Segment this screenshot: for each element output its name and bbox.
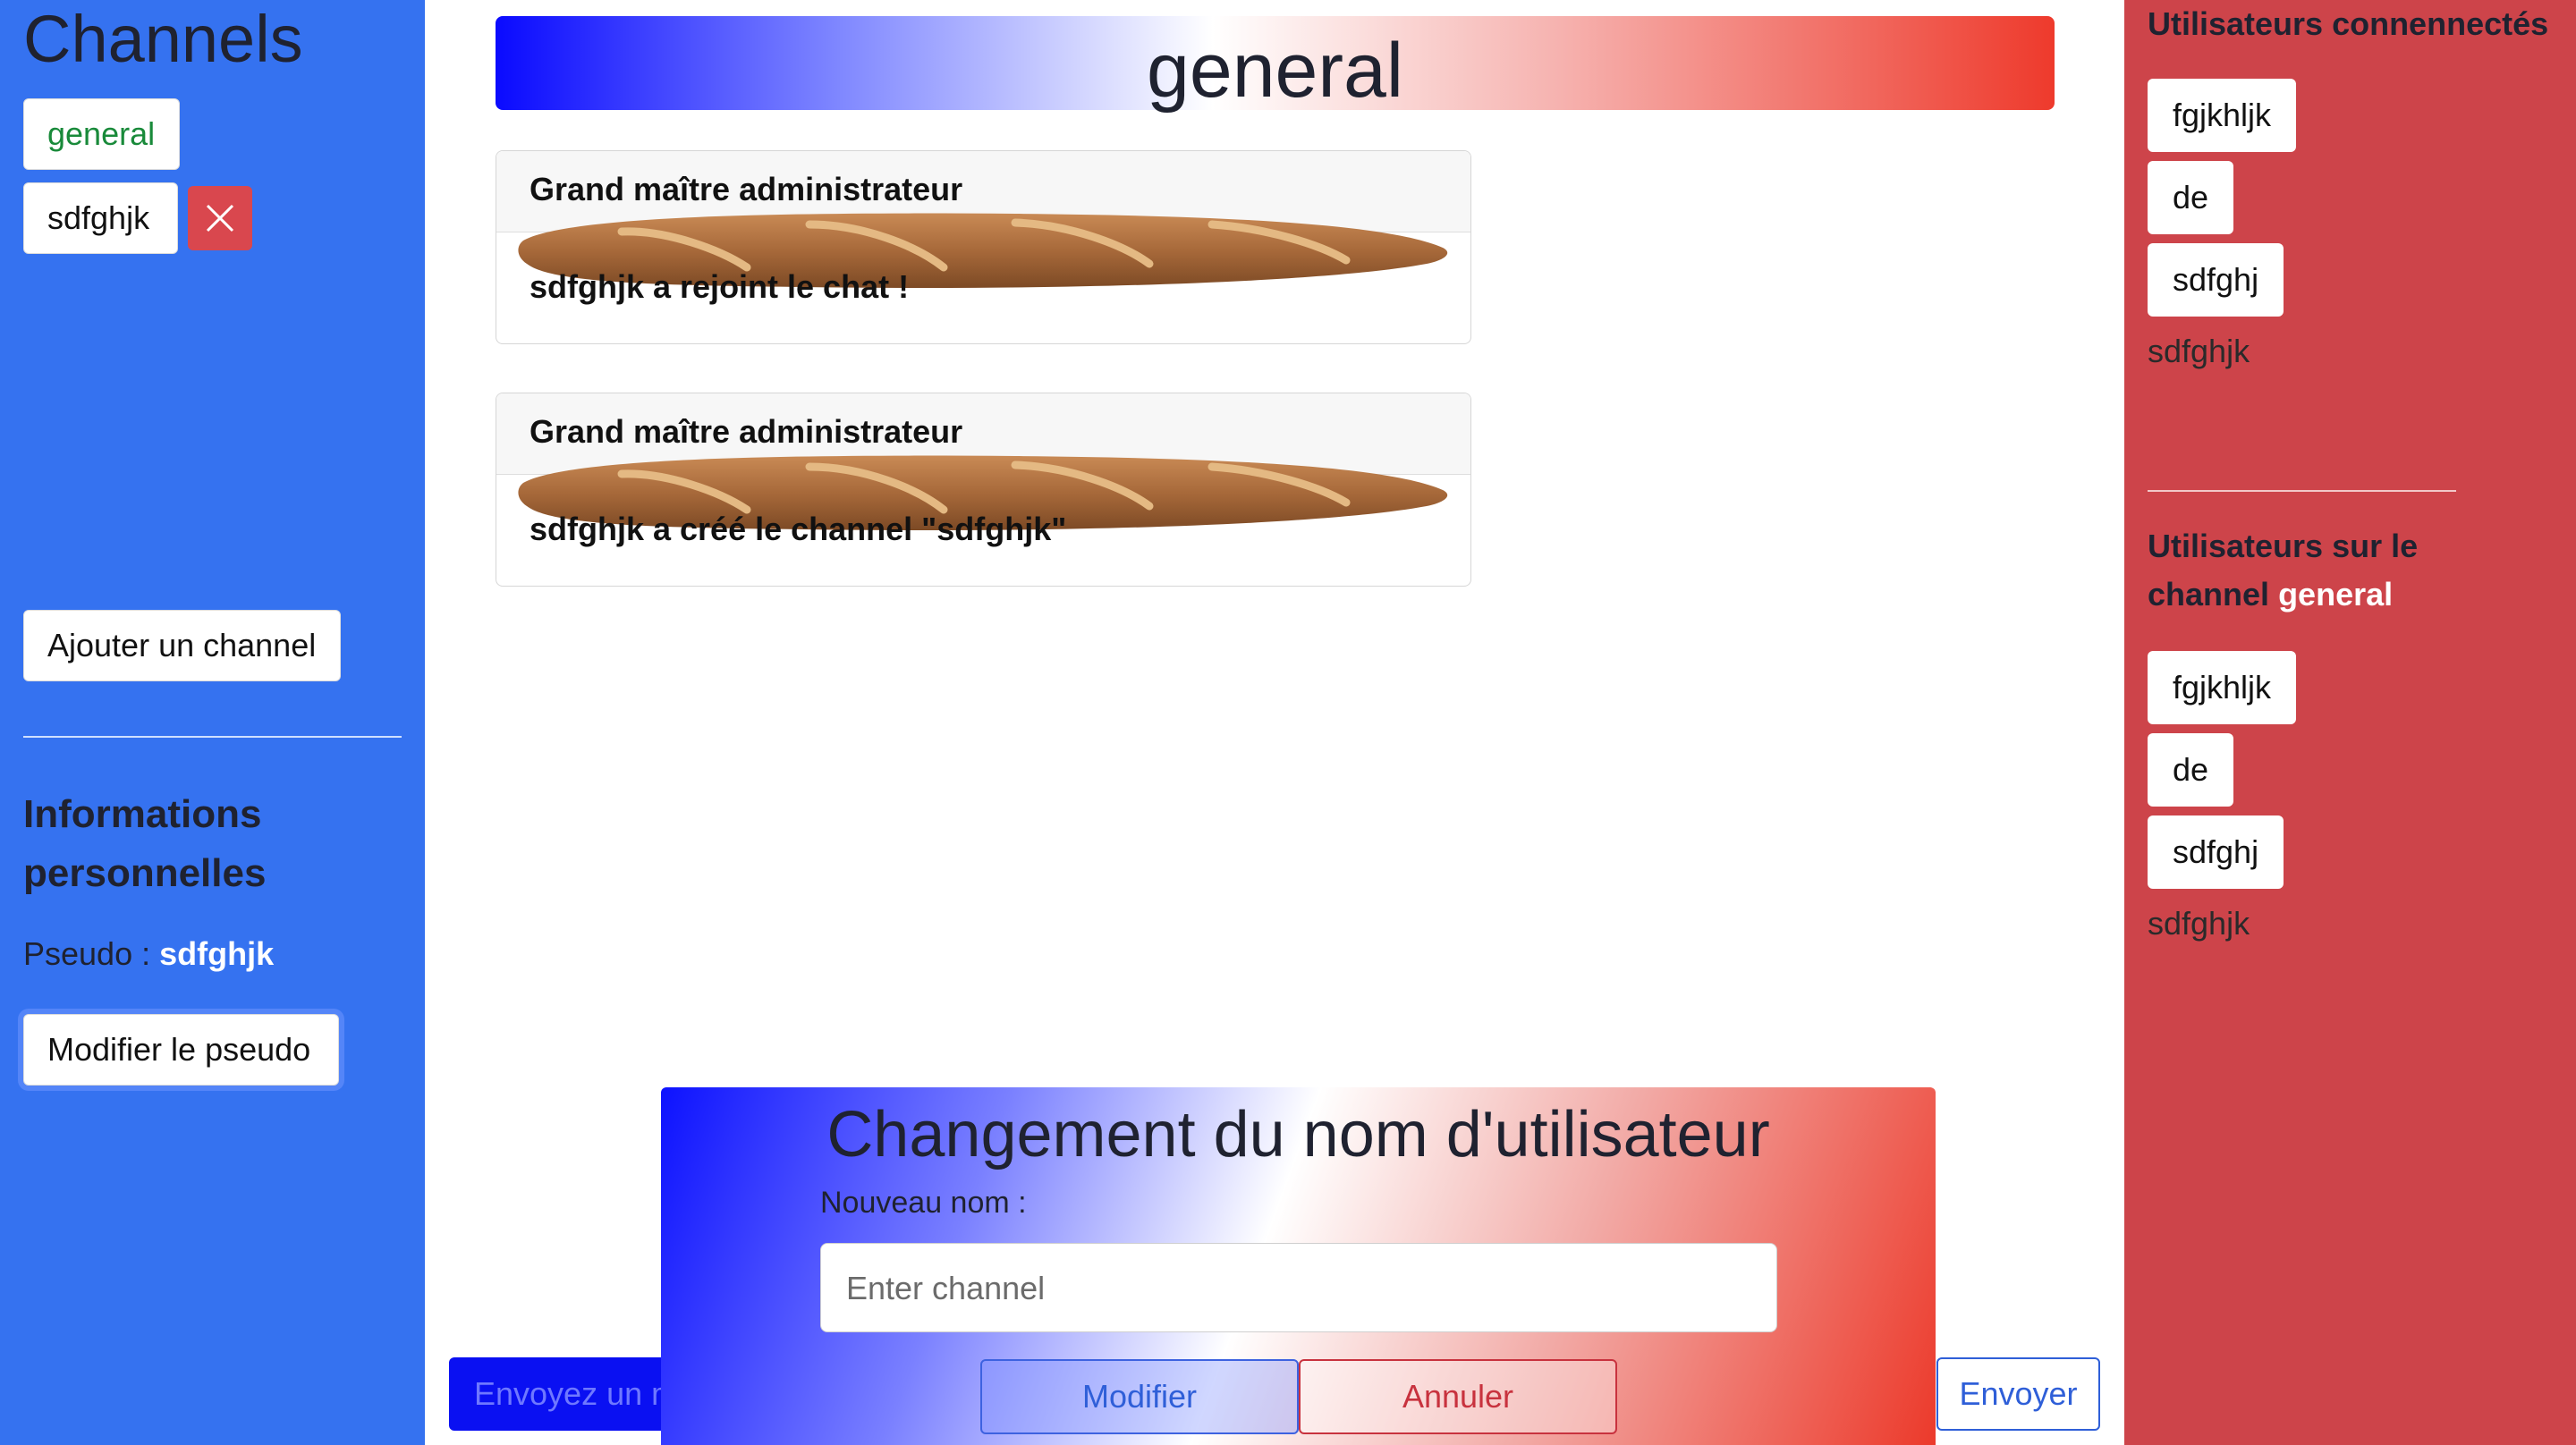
channels-title: Channels xyxy=(23,2,303,76)
message-text: sdfghjk a rejoint le chat ! xyxy=(530,268,910,305)
channel-user-button[interactable]: fgjkhljk xyxy=(2148,651,2297,724)
message-card: Grand maître administrateur sdfghjk a cr… xyxy=(496,393,1471,587)
channel-user-button[interactable]: sdfghj xyxy=(2148,815,2284,889)
sidebar-divider xyxy=(23,736,402,738)
pseudo-value: sdfghjk xyxy=(159,935,275,972)
connected-user-button[interactable]: fgjkhljk xyxy=(2148,79,2297,152)
add-channel-button[interactable]: Ajouter un channel xyxy=(23,610,341,681)
message-input[interactable]: Envoyez un m xyxy=(449,1357,682,1431)
pseudo-line: Pseudo : sdfghjk xyxy=(23,935,274,973)
message-author: Grand maître administrateur xyxy=(530,413,963,450)
current-user-label: sdfghjk xyxy=(2148,333,2250,369)
baguette-image xyxy=(518,213,1448,288)
modify-pseudo-button[interactable]: Modifier le pseudo xyxy=(23,1014,339,1086)
send-button[interactable]: Envoyer xyxy=(1936,1357,2100,1431)
new-name-label: Nouveau nom : xyxy=(820,1186,1027,1220)
channel-header-title: general xyxy=(1147,28,1403,114)
channel-users-title-prefix: Utilisateurs sur le channel xyxy=(2148,528,2419,613)
channel-button-general[interactable]: general xyxy=(23,98,180,170)
message-author: Grand maître administrateur xyxy=(530,171,963,207)
message-text: sdfghjk a créé le channel "sdfghjk" xyxy=(530,511,1067,547)
modal-title: Changement du nom d'utilisateur xyxy=(826,1099,1770,1170)
channel-button-sdfghjk[interactable]: sdfghjk xyxy=(23,182,178,254)
modal-modify-button[interactable]: Modifier xyxy=(980,1359,1299,1434)
close-icon xyxy=(206,204,234,232)
users-divider xyxy=(2148,490,2456,492)
channels-sidebar: Channels general sdfghjk Ajouter un chan… xyxy=(0,0,425,1445)
connected-user-button[interactable]: de xyxy=(2148,161,2234,234)
modal-cancel-button[interactable]: Annuler xyxy=(1299,1359,1617,1434)
channel-users-title: Utilisateurs sur le channel general xyxy=(2148,522,2523,619)
delete-channel-button[interactable] xyxy=(188,186,252,250)
personal-info-title: Informations personnelles xyxy=(23,792,267,895)
channel-header: general xyxy=(496,16,2055,110)
message-card: Grand maître administrateur sdfghjk a re… xyxy=(496,150,1471,344)
channel-users-title-name: general xyxy=(2278,576,2394,613)
connected-user-button[interactable]: sdfghj xyxy=(2148,243,2284,317)
channel-user-button[interactable]: de xyxy=(2148,733,2234,807)
connected-users-title: Utilisateurs connennectés xyxy=(2148,5,2549,42)
current-user-label: sdfghjk xyxy=(2148,905,2250,942)
baguette-image xyxy=(518,455,1448,530)
rename-user-modal: Changement du nom d'utilisateur Nouveau … xyxy=(661,1087,1936,1445)
pseudo-label: Pseudo : xyxy=(23,935,151,972)
users-sidebar: Utilisateurs connennectés fgjkhljk de sd… xyxy=(2124,0,2576,1445)
new-name-input[interactable]: Enter channel xyxy=(820,1243,1777,1332)
